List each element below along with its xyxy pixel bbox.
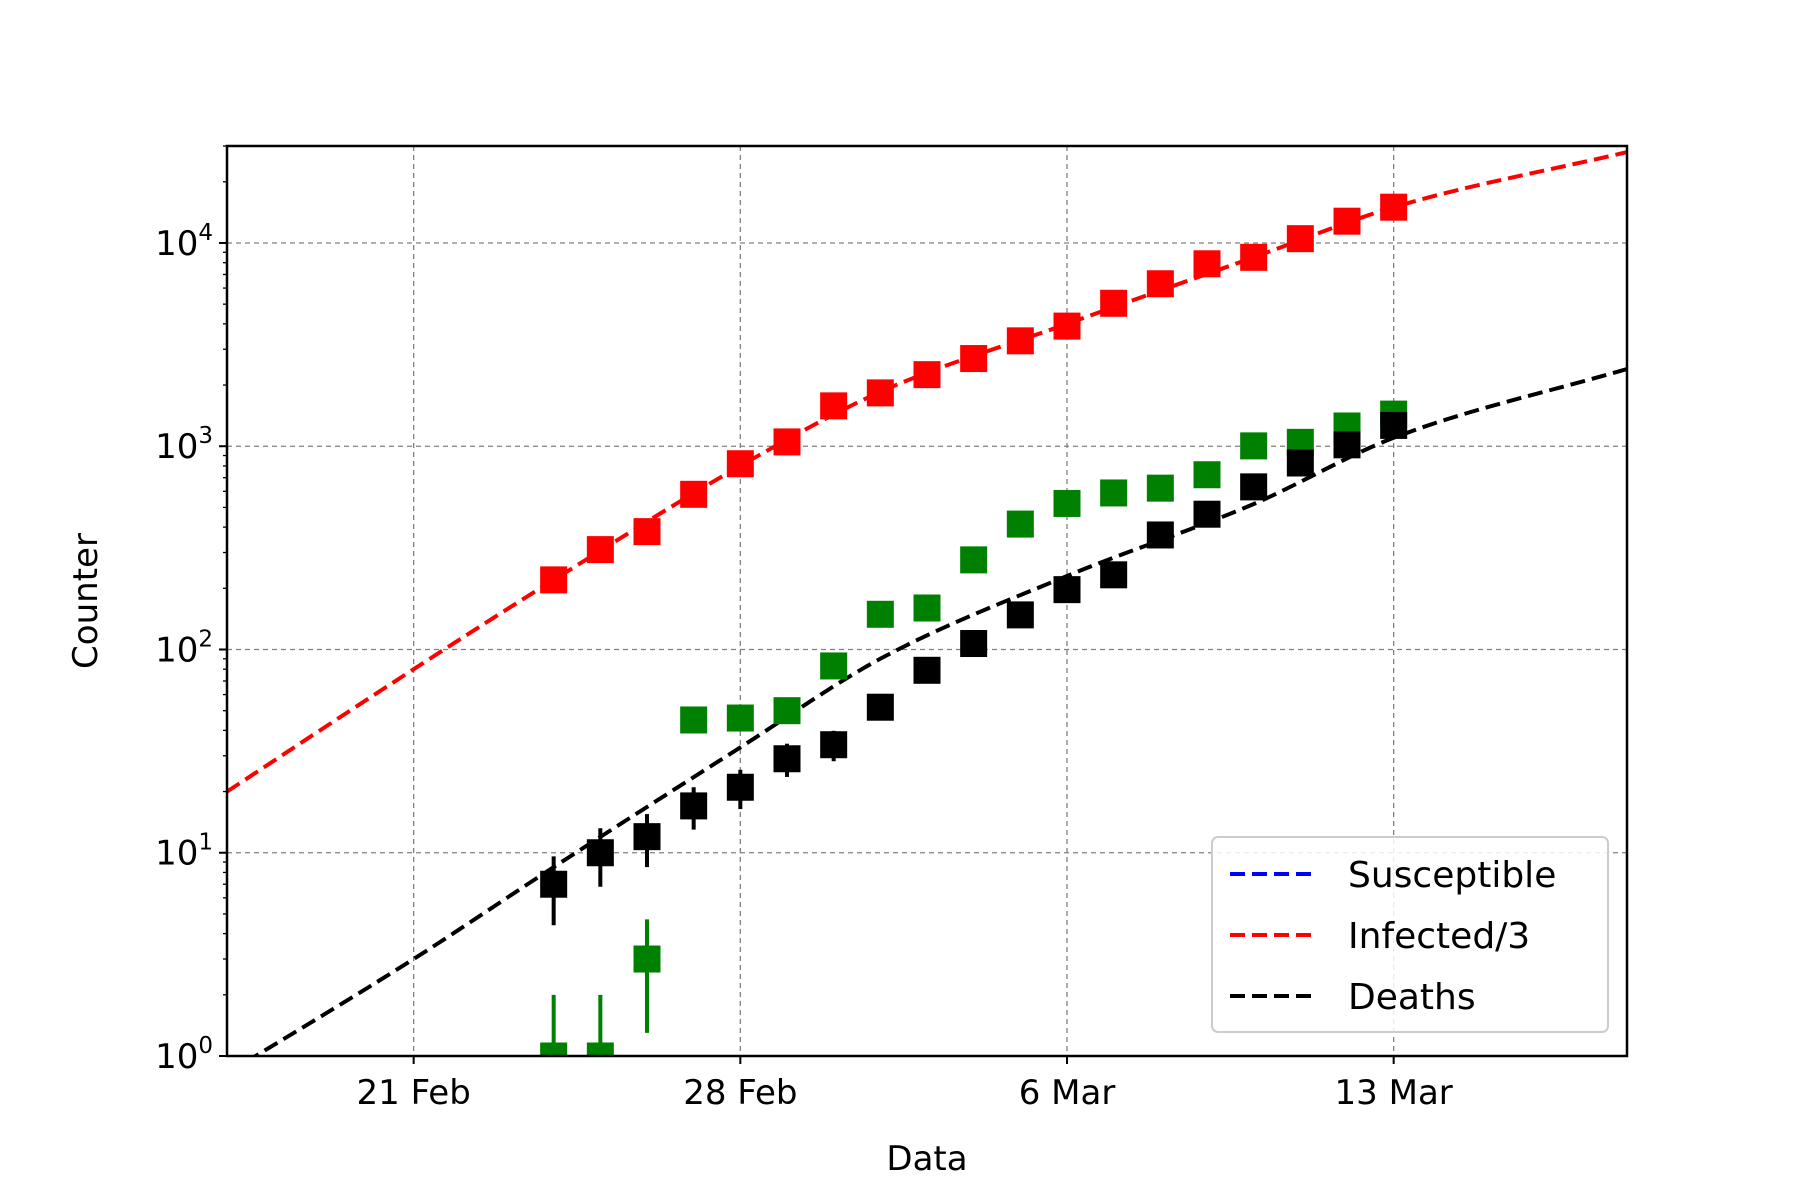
data-point: [633, 945, 661, 973]
data-point: [540, 566, 568, 594]
y-tick-label: 100: [155, 1033, 213, 1077]
data-point: [680, 480, 708, 508]
data-point: [1006, 510, 1034, 538]
data-point: [1286, 449, 1314, 477]
data-point: [1240, 243, 1268, 271]
fit-curve: [251, 367, 1627, 1056]
y-tick-base: 10: [155, 427, 198, 467]
data-point: [1100, 289, 1128, 317]
data-point: [1006, 601, 1034, 629]
data-point: [1240, 432, 1268, 460]
data-point: [586, 536, 614, 564]
data-point: [680, 792, 708, 820]
data-point: [913, 361, 941, 389]
data-point: [1193, 250, 1221, 278]
data-point: [726, 704, 754, 732]
data-point: [1146, 474, 1174, 502]
legend: Susceptible Infected/3 Deaths: [1211, 836, 1609, 1033]
data-point: [820, 392, 848, 420]
y-tick-label: 103: [155, 423, 213, 467]
data-point: [1333, 431, 1361, 459]
legend-label: Infected/3: [1348, 916, 1530, 957]
y-tick-label: 101: [155, 830, 213, 874]
x-axis-label: Data: [886, 1139, 967, 1179]
data-point: [540, 1042, 568, 1056]
data-point: [1333, 207, 1361, 235]
x-tick-label: 6 Mar: [1019, 1073, 1116, 1113]
data-point: [960, 630, 988, 658]
y-tick-exponent: 1: [198, 830, 213, 856]
data-point: [1100, 479, 1128, 507]
data-point: [1146, 270, 1174, 298]
y-tick-exponent: 0: [198, 1033, 213, 1059]
legend-box: [1211, 836, 1609, 1033]
data-point: [773, 697, 801, 725]
data-point: [866, 379, 894, 407]
data-point: [1380, 411, 1408, 439]
data-point: [1053, 576, 1081, 604]
y-tick-base: 10: [155, 630, 198, 670]
x-tick-label: 28 Feb: [683, 1073, 797, 1113]
data-point: [680, 706, 708, 734]
y-tick-exponent: 3: [198, 423, 213, 449]
data-point: [913, 656, 941, 684]
data-point: [1240, 473, 1268, 501]
y-tick-exponent: 2: [198, 626, 213, 652]
y-axis-label: Counter: [66, 533, 106, 669]
data-point: [586, 1042, 614, 1056]
y-tick-label: 104: [155, 220, 213, 264]
data-point: [1100, 561, 1128, 589]
data-point: [773, 428, 801, 456]
data-point: [1053, 489, 1081, 517]
data-point: [1146, 521, 1174, 549]
x-tick-label: 21 Feb: [357, 1073, 471, 1113]
legend-label: Susceptible: [1348, 855, 1556, 896]
data-point: [1053, 312, 1081, 340]
data-point: [866, 693, 894, 721]
data-point: [726, 773, 754, 801]
legend-label: Deaths: [1348, 977, 1476, 1018]
plot-frame: [225, 144, 1629, 1058]
data-point: [1380, 193, 1408, 221]
data-point: [586, 839, 614, 867]
data-point: [633, 823, 661, 851]
x-tick-label: 13 Mar: [1335, 1073, 1453, 1113]
y-tick-base: 10: [155, 224, 198, 264]
data-point: [913, 594, 941, 622]
y-tick-label: 102: [155, 626, 213, 670]
data-point: [960, 546, 988, 574]
y-tick-base: 10: [155, 834, 198, 874]
data-point: [1006, 327, 1034, 355]
data-point: [820, 731, 848, 759]
data-point: [773, 745, 801, 773]
y-tick-exponent: 4: [198, 220, 213, 246]
data-point: [866, 600, 894, 628]
data-point: [540, 870, 568, 898]
data-point: [820, 652, 848, 680]
data-point: [1193, 461, 1221, 489]
y-tick-base: 10: [155, 1037, 198, 1077]
data-point: [1193, 500, 1221, 528]
data-point: [633, 518, 661, 546]
data-markers: [540, 193, 1408, 1056]
data-point: [960, 345, 988, 373]
data-point: [1286, 225, 1314, 253]
data-point: [726, 450, 754, 478]
